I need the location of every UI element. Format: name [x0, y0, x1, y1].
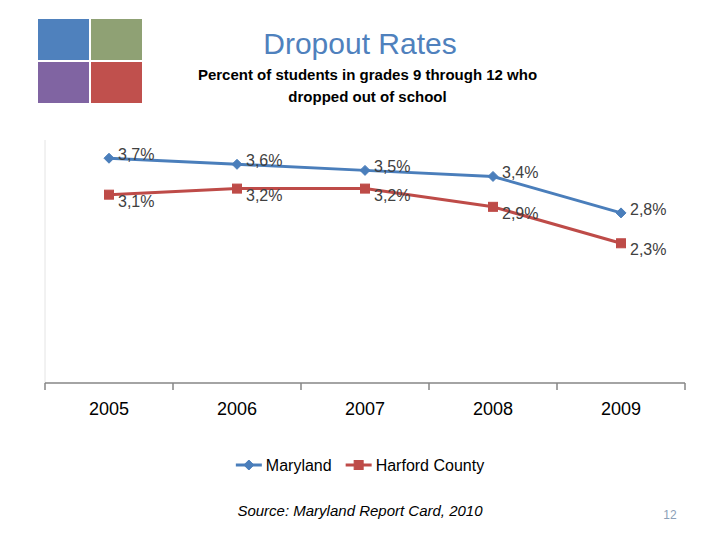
decoration [38, 19, 89, 60]
decoration [91, 62, 142, 103]
decoration [38, 62, 89, 103]
y-axis-line [45, 140, 46, 383]
x-axis-tick [556, 383, 558, 390]
x-tick-label: 2006 [217, 399, 257, 419]
x-tick-label: 2009 [601, 399, 641, 419]
x-axis-tick [684, 383, 686, 390]
legend-item: Maryland [236, 457, 332, 474]
x-axis-tick [428, 383, 430, 390]
marker [360, 165, 370, 175]
series-group [104, 153, 626, 248]
marker [232, 159, 242, 169]
x-axis-line [45, 382, 685, 384]
x-axis-tick [172, 383, 174, 390]
source: Source: Maryland Report Card, 2010 [237, 502, 483, 519]
legend-marker [244, 460, 254, 470]
marker [233, 184, 242, 193]
subtitle: Percent of students in grades 9 through … [195, 64, 540, 108]
stage: Dropout Rates 2005 2006 2007 2008 2009 3,7% 3,6… [0, 0, 720, 540]
decoration [91, 19, 142, 60]
data-label: 3,7% [118, 146, 154, 163]
x-axis-tick [44, 383, 46, 390]
legend-item: Harford County [346, 457, 485, 474]
data-label: 3,2% [246, 187, 282, 204]
legend: Maryland Harford County [236, 457, 484, 474]
marker [617, 239, 626, 248]
page-number: 12 [663, 508, 677, 522]
data-label: 3,1% [118, 193, 154, 210]
marker [616, 208, 626, 218]
x-tick-label: 2005 [89, 399, 129, 419]
marker [488, 171, 498, 181]
data-label: 3,4% [502, 164, 538, 181]
x-tick-label: 2008 [473, 399, 513, 419]
title: Dropout Rates [263, 27, 456, 60]
data-label: 3,6% [246, 152, 282, 169]
series-line [109, 189, 621, 244]
marker [104, 153, 114, 163]
x-axis-tick [300, 383, 302, 390]
data-label: 2,8% [630, 201, 666, 218]
data-label: 2,9% [502, 205, 538, 222]
data-label: 3,2% [374, 187, 410, 204]
legend-marker [354, 461, 363, 470]
x-tick-label: 2007 [345, 399, 385, 419]
legend-label: Harford County [376, 457, 485, 474]
series-line [109, 158, 621, 213]
data-labels: 3,7% 3,6% 3,5% 3,4% 2,8% 3,1% 3,2% 3,2% 2,9% 2,3% [118, 146, 666, 258]
data-label: 2,3% [630, 241, 666, 258]
marker [361, 184, 370, 193]
marker [105, 190, 114, 199]
legend-label: Maryland [266, 457, 332, 474]
marker [489, 202, 498, 211]
data-label: 3,5% [374, 158, 410, 175]
